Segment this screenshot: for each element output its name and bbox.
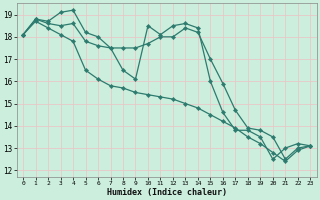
X-axis label: Humidex (Indice chaleur): Humidex (Indice chaleur) [107, 188, 227, 197]
